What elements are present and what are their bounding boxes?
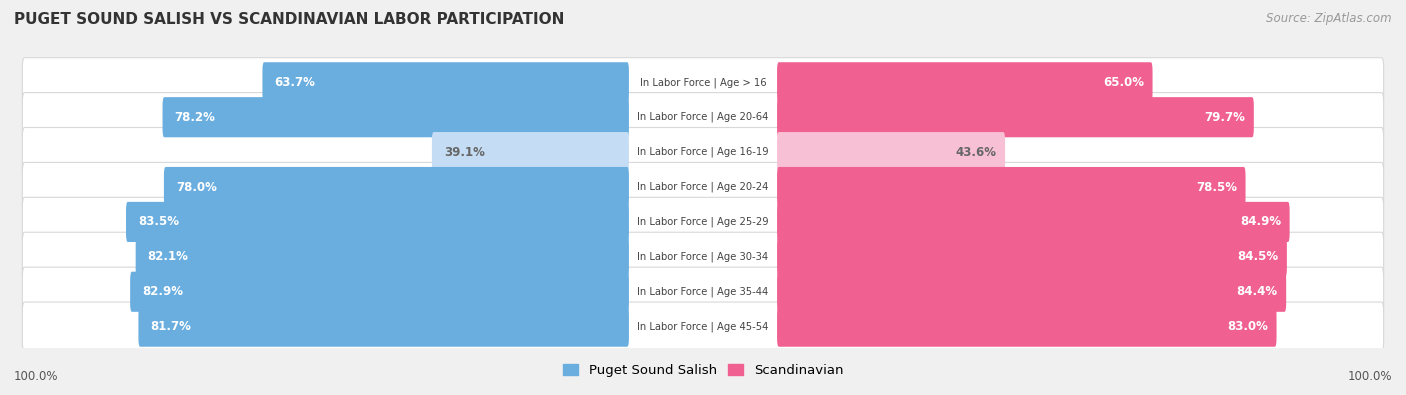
FancyBboxPatch shape [127,202,628,242]
FancyBboxPatch shape [165,167,628,207]
FancyBboxPatch shape [22,267,1384,316]
Text: In Labor Force | Age 25-29: In Labor Force | Age 25-29 [637,217,769,227]
FancyBboxPatch shape [778,307,1277,347]
Text: 78.0%: 78.0% [176,181,217,194]
Text: 100.0%: 100.0% [14,370,59,383]
Text: 81.7%: 81.7% [150,320,191,333]
Text: 39.1%: 39.1% [444,146,485,159]
Text: 84.5%: 84.5% [1237,250,1278,263]
Text: 82.1%: 82.1% [148,250,188,263]
Text: In Labor Force | Age 30-34: In Labor Force | Age 30-34 [637,252,769,262]
Text: 83.0%: 83.0% [1227,320,1268,333]
FancyBboxPatch shape [778,237,1286,277]
Text: 79.7%: 79.7% [1205,111,1246,124]
FancyBboxPatch shape [22,232,1384,282]
Text: In Labor Force | Age 20-64: In Labor Force | Age 20-64 [637,112,769,122]
Text: 84.4%: 84.4% [1236,285,1278,298]
FancyBboxPatch shape [22,58,1384,107]
Text: In Labor Force | Age 16-19: In Labor Force | Age 16-19 [637,147,769,157]
Text: 83.5%: 83.5% [138,215,179,228]
FancyBboxPatch shape [778,202,1289,242]
FancyBboxPatch shape [22,162,1384,212]
Text: 78.5%: 78.5% [1197,181,1237,194]
FancyBboxPatch shape [778,132,1005,172]
FancyBboxPatch shape [22,92,1384,142]
FancyBboxPatch shape [22,128,1384,177]
Text: 78.2%: 78.2% [174,111,215,124]
Text: 65.0%: 65.0% [1102,76,1144,89]
Text: In Labor Force | Age 20-24: In Labor Force | Age 20-24 [637,182,769,192]
FancyBboxPatch shape [263,62,628,102]
FancyBboxPatch shape [22,302,1384,351]
FancyBboxPatch shape [131,272,628,312]
Text: In Labor Force | Age 35-44: In Labor Force | Age 35-44 [637,286,769,297]
FancyBboxPatch shape [778,272,1286,312]
FancyBboxPatch shape [778,97,1254,137]
Legend: Puget Sound Salish, Scandinavian: Puget Sound Salish, Scandinavian [562,364,844,377]
Text: 43.6%: 43.6% [956,146,997,159]
FancyBboxPatch shape [163,97,628,137]
FancyBboxPatch shape [432,132,628,172]
Text: 82.9%: 82.9% [142,285,183,298]
Text: In Labor Force | Age 45-54: In Labor Force | Age 45-54 [637,322,769,332]
FancyBboxPatch shape [778,167,1246,207]
FancyBboxPatch shape [135,237,628,277]
FancyBboxPatch shape [138,307,628,347]
Text: 63.7%: 63.7% [274,76,315,89]
Text: In Labor Force | Age > 16: In Labor Force | Age > 16 [640,77,766,88]
FancyBboxPatch shape [22,198,1384,246]
FancyBboxPatch shape [778,62,1153,102]
Text: Source: ZipAtlas.com: Source: ZipAtlas.com [1267,12,1392,25]
Text: 100.0%: 100.0% [1347,370,1392,383]
Text: PUGET SOUND SALISH VS SCANDINAVIAN LABOR PARTICIPATION: PUGET SOUND SALISH VS SCANDINAVIAN LABOR… [14,12,564,27]
Text: 84.9%: 84.9% [1240,215,1281,228]
